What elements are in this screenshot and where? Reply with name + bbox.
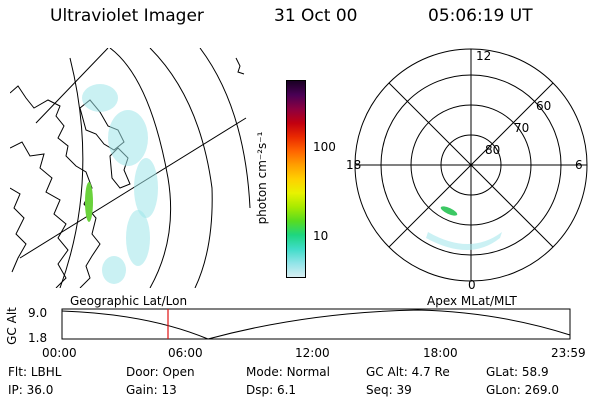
colorbar-unit-label: photon cm⁻²s⁻¹ <box>255 131 269 225</box>
lat-arc <box>59 57 84 288</box>
coastline <box>235 57 245 75</box>
meridian-line <box>19 117 247 259</box>
timeline-xtick-1800: 18:00 <box>423 346 458 360</box>
auroral-emission <box>82 84 158 284</box>
geographic-map <box>10 48 251 288</box>
timeline-ytick-9: 9.0 <box>28 306 48 320</box>
mlt-label-12: 12 <box>476 49 491 63</box>
meridian-line <box>35 48 109 124</box>
polar-auroral-oval <box>426 232 502 250</box>
lat-arc <box>109 48 172 288</box>
timeline-xtick-0000: 00:00 <box>42 346 77 360</box>
lat-label-60: 60 <box>536 99 551 113</box>
colorbar-tick-10: 10 <box>313 229 329 243</box>
colorbar-tick-100: 100 <box>313 140 336 154</box>
coastline <box>10 141 69 288</box>
timeline-xtick-2359: 23:59 <box>551 346 586 360</box>
status-gc-alt: GC Alt: 4.7 Re <box>366 365 450 379</box>
status-gain: Gain: 13 <box>126 383 177 397</box>
status-door: Door: Open <box>126 365 195 379</box>
mlt-label-18: 18 <box>346 158 361 172</box>
mlt-label-6: 6 <box>575 158 583 172</box>
bright-aurora-spot <box>85 182 93 222</box>
timeline-ytick-1-8: 1.8 <box>28 331 48 345</box>
timeline-left-title: Geographic Lat/Lon <box>70 294 188 308</box>
timeline-xtick-1200: 12:00 <box>295 346 330 360</box>
image-date: 31 Oct 00 <box>274 6 358 26</box>
status-glat: GLat: 58.9 <box>486 365 549 379</box>
lat-label-70: 70 <box>514 121 529 135</box>
status-dsp: Dsp: 6.1 <box>246 383 297 397</box>
timeline-plot <box>61 308 571 340</box>
timeline-xtick-0600: 06:00 <box>168 346 203 360</box>
color-bar <box>286 80 306 278</box>
lat-label-80: 80 <box>485 143 500 157</box>
coastline <box>10 85 101 288</box>
timeline-right-title: Apex MLat/MLT <box>427 294 517 308</box>
altitude-curve <box>61 309 571 340</box>
status-mode: Mode: Normal <box>246 365 330 379</box>
lat-arc <box>199 48 251 209</box>
mlt-label-0: 0 <box>468 278 476 292</box>
status-filter: Flt: LBHL <box>8 365 62 379</box>
timeline-frame <box>61 308 571 340</box>
lat-arc <box>149 48 213 288</box>
status-seq: Seq: 39 <box>366 383 412 397</box>
image-time: 05:06:19 UT <box>428 6 533 26</box>
instrument-title: Ultraviolet Imager <box>50 6 204 26</box>
polar-plot: 12 18 6 0 60 70 80 <box>346 48 588 292</box>
polar-bright-spot <box>440 206 458 216</box>
timeline-axis-label: GC Alt <box>5 307 19 345</box>
coastline <box>10 187 27 273</box>
mlt-line-diag <box>388 82 554 248</box>
status-ip: IP: 36.0 <box>8 383 54 397</box>
status-glon: GLon: 269.0 <box>486 383 559 397</box>
